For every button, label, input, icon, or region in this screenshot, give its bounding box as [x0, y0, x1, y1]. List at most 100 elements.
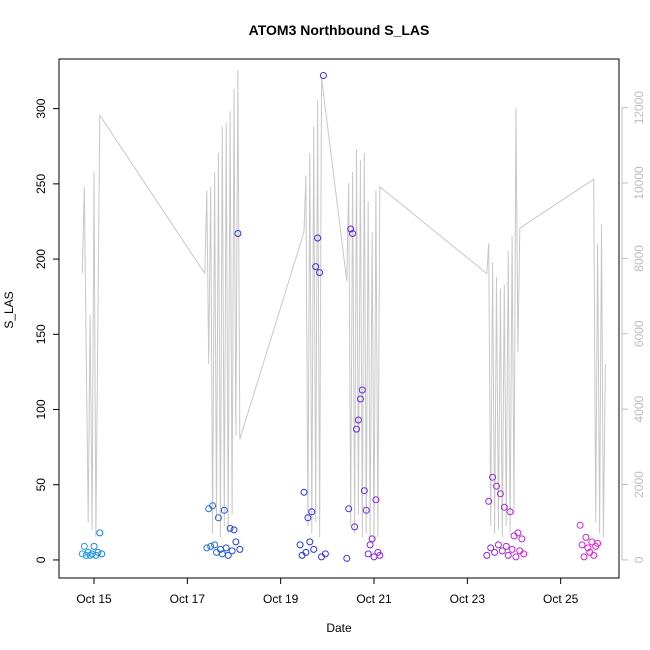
data-point: [209, 502, 217, 510]
data-point: [230, 526, 238, 534]
data-point: [487, 544, 495, 552]
y2-tick-label: 12000: [632, 91, 646, 125]
y2-tick-label: 0: [632, 556, 646, 563]
data-point: [500, 503, 508, 511]
data-point: [512, 553, 520, 561]
data-point: [518, 535, 526, 543]
x-tick-label: Oct 23: [450, 592, 486, 606]
chart-title: ATOM3 Northbound S_LAS: [249, 22, 430, 38]
data-point: [302, 548, 310, 556]
y-tick-label: 200: [34, 249, 48, 269]
data-point: [354, 416, 362, 424]
data-point: [80, 542, 88, 550]
data-point: [582, 533, 590, 541]
axes: 0 50 100 150 200 250 300 0 2000 4000 6000 8000 10000…: [34, 58, 646, 606]
data-point: [349, 230, 357, 237]
y2-tick-label: 10000: [632, 166, 646, 200]
data-point: [228, 547, 236, 555]
data-point: [504, 551, 512, 559]
y2-tick-label: 4000: [632, 395, 646, 422]
data-point: [304, 514, 312, 522]
data-point: [345, 505, 353, 513]
data-point: [584, 544, 592, 552]
data-point: [576, 521, 584, 529]
data-point: [98, 550, 106, 558]
data-point: [351, 523, 359, 531]
data-point: [514, 529, 522, 537]
data-point: [376, 551, 384, 559]
y-tick-label: 150: [34, 324, 48, 344]
data-point: [491, 548, 499, 556]
data-point: [508, 545, 516, 553]
x-tick-label: Oct 19: [263, 592, 299, 606]
data-point: [310, 545, 318, 553]
data-point: [494, 541, 502, 549]
y-axis-label: S_LAS: [2, 291, 16, 328]
y-tick-label: 0: [34, 556, 48, 563]
x-tick-label: Oct 15: [76, 592, 112, 606]
data-point: [372, 496, 380, 504]
line-series-path: [81, 69, 606, 542]
y2-tick-label: 6000: [632, 320, 646, 347]
data-point: [485, 497, 493, 505]
line-series: [81, 69, 606, 542]
data-point: [96, 529, 104, 537]
data-point: [358, 386, 366, 394]
data-point: [364, 550, 372, 558]
data-point: [353, 425, 360, 433]
y-tick-label: 50: [34, 478, 48, 492]
plot-frame: [58, 58, 620, 579]
data-point: [296, 541, 304, 549]
data-point: [362, 506, 370, 514]
data-point: [222, 544, 230, 552]
y-tick-label: 300: [34, 98, 48, 118]
data-point: [220, 506, 228, 514]
data-point: [78, 550, 86, 558]
x-tick-label: Oct 17: [170, 592, 206, 606]
data-point: [211, 541, 219, 549]
data-point: [483, 551, 491, 559]
data-point: [319, 72, 327, 79]
data-point: [506, 508, 514, 516]
data-point: [94, 548, 102, 556]
y-tick-label: 100: [34, 399, 48, 419]
data-point: [590, 551, 598, 559]
x-tick-label: Oct 25: [543, 592, 579, 606]
y2-tick-label: 2000: [632, 471, 646, 498]
data-point: [203, 544, 211, 552]
data-point: [368, 535, 376, 543]
data-point: [498, 547, 506, 555]
data-point: [343, 554, 351, 562]
data-point: [214, 514, 222, 522]
data-point: [520, 550, 528, 558]
data-point: [300, 488, 308, 496]
x-axis-label: Date: [326, 621, 352, 635]
data-point: [316, 269, 324, 277]
data-point: [207, 542, 215, 550]
data-point: [502, 542, 510, 550]
data-point: [493, 482, 500, 490]
data-point: [234, 230, 242, 237]
y2-tick-label: 8000: [632, 245, 646, 272]
data-point: [224, 551, 232, 559]
data-point: [578, 541, 586, 549]
data-point: [356, 395, 364, 403]
data-point: [90, 542, 98, 550]
y-tick-label: 250: [34, 174, 48, 194]
data-point: [496, 490, 504, 498]
data-point: [314, 234, 322, 242]
data-point: [347, 225, 355, 233]
x-tick-label: Oct 21: [356, 592, 392, 606]
data-point: [594, 539, 602, 547]
point-series: [78, 72, 602, 562]
data-point: [306, 538, 314, 546]
data-point: [308, 508, 316, 516]
data-point: [321, 550, 329, 558]
data-point: [226, 524, 234, 532]
data-point: [580, 553, 588, 561]
data-point: [360, 487, 368, 495]
data-point: [366, 541, 374, 549]
data-point: [236, 545, 244, 553]
data-point: [489, 473, 497, 481]
